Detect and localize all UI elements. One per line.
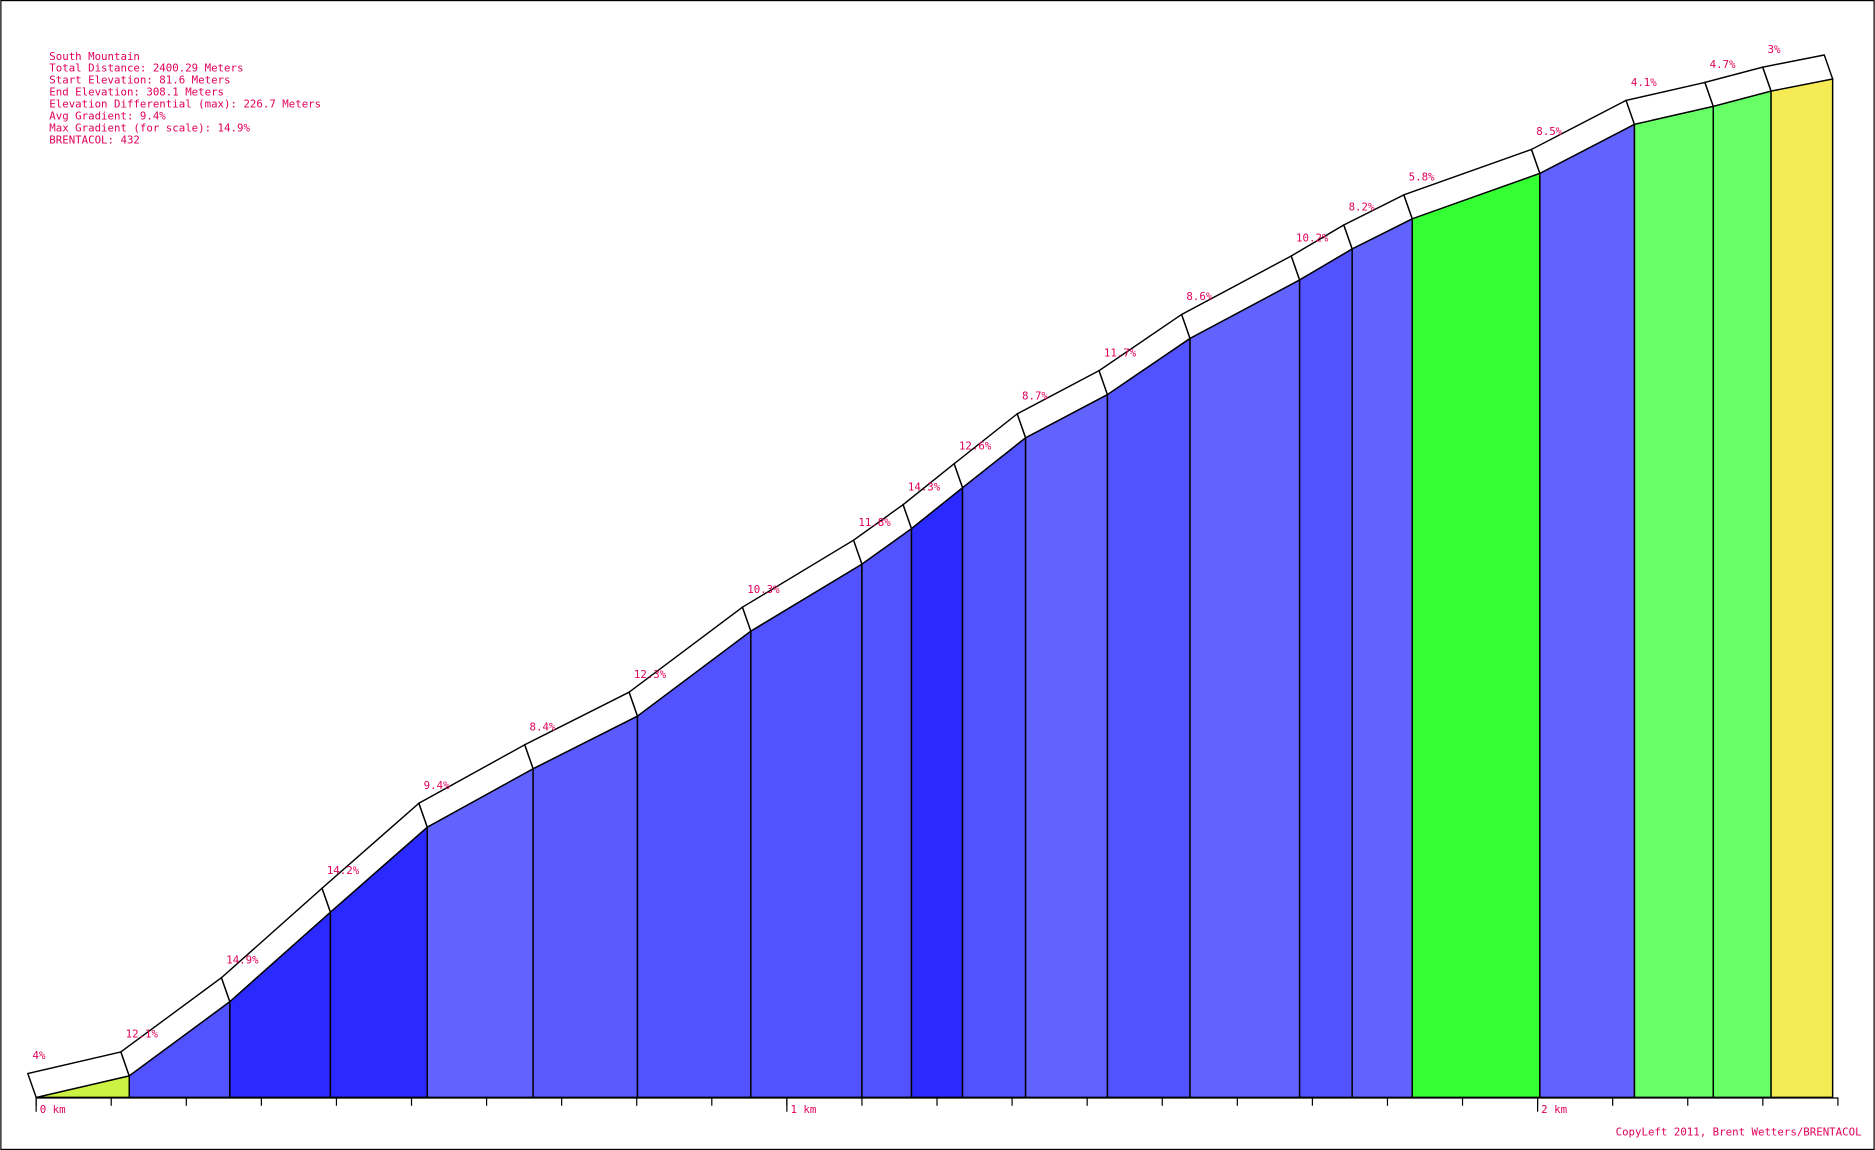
segment [532, 714, 639, 1099]
gradient-label: 10.3% [747, 583, 780, 596]
segment [861, 527, 913, 1099]
gradient-label: 8.2% [1349, 201, 1375, 214]
segment [1770, 78, 1834, 1099]
segment [1298, 247, 1353, 1099]
gradient-label: 14.2% [327, 864, 360, 877]
info-line: Start Elevation: 81.6 Meters [49, 74, 230, 87]
gradient-label: 4.1% [1631, 76, 1657, 89]
segment [1024, 393, 1109, 1099]
segment [1712, 90, 1772, 1099]
segment [1106, 337, 1191, 1099]
x-tick-label: 2 km [1541, 1103, 1567, 1116]
gradient-label: 10.2% [1296, 232, 1329, 245]
info-line: Avg Gradient: 9.4% [49, 110, 166, 123]
gradient-label: 8.7% [1022, 389, 1048, 402]
gradient-label: 8.4% [530, 720, 556, 733]
segment [1411, 172, 1541, 1099]
info-line: End Elevation: 308.1 Meters [49, 86, 224, 99]
gradient-label: 4% [33, 1049, 46, 1062]
segment [750, 562, 863, 1099]
gradient-label: 12.3% [634, 668, 667, 681]
segment [1351, 217, 1413, 1099]
segment [961, 436, 1027, 1099]
info-line: BRENTACOL: 432 [49, 133, 140, 146]
segment [1189, 278, 1301, 1099]
info-line: Max Gradient (for scale): 14.9% [49, 121, 250, 134]
gradient-label: 3% [1767, 43, 1780, 56]
info-line: Elevation Differential (max): 226.7 Mete… [49, 98, 321, 111]
gradient-label: 11.7% [1104, 346, 1137, 359]
gradient-label: 8.5% [1536, 125, 1562, 138]
gradient-label: 14.3% [908, 480, 941, 493]
gradient-label: 9.4% [424, 779, 450, 792]
gradient-label: 8.6% [1186, 290, 1212, 303]
segment [1539, 123, 1636, 1099]
segment-top-band [1761, 54, 1834, 92]
copyright: CopyLeft 2011, Brent Wetters/BRENTACOL [1616, 1126, 1862, 1139]
x-tick-label: 1 km [790, 1103, 816, 1116]
gradient-label: 12.6% [959, 439, 992, 452]
gradient-label: 12.1% [126, 1028, 159, 1041]
gradient-label: 4.7% [1710, 58, 1736, 71]
x-tick-label: 0 km [40, 1103, 66, 1116]
info-line: South Mountain [49, 50, 140, 63]
gradient-label: 11.8% [858, 516, 891, 529]
segment [910, 486, 964, 1099]
segment [1633, 105, 1714, 1099]
gradient-label: 14.9% [226, 953, 259, 966]
gradient-label: 5.8% [1409, 170, 1435, 183]
info-line: Total Distance: 2400.29 Meters [49, 62, 243, 75]
